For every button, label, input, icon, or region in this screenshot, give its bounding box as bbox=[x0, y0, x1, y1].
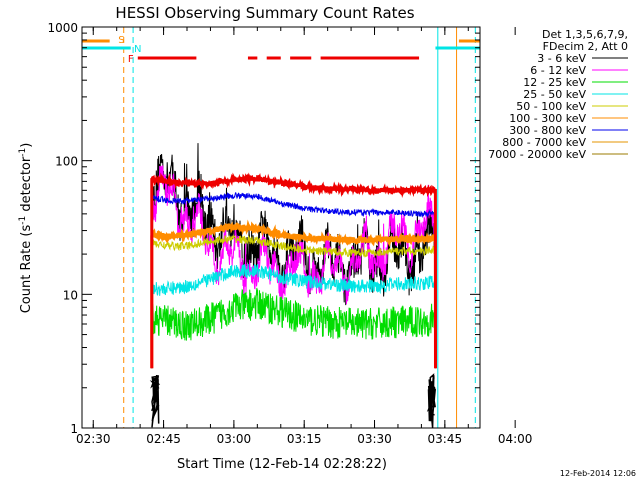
plot-frame bbox=[81, 26, 481, 429]
chart-title: HESSI Observing Summary Count Rates bbox=[115, 4, 414, 22]
flare-flag-label: F bbox=[128, 54, 134, 65]
x-axis-label: Start Time (12-Feb-14 02:28:22) bbox=[177, 457, 387, 472]
legend-label: 12 - 25 keV bbox=[523, 76, 586, 89]
saa-flag-label: S bbox=[118, 35, 124, 46]
legend-label: 25 - 50 keV bbox=[523, 88, 586, 101]
y-axis-label: Count Rate (s-1 detector-1) bbox=[18, 143, 34, 314]
series-line-6 bbox=[151, 191, 436, 369]
axes-layer: 02:30 02:45 03:00 03:15 03:30 03:45 04:00 1 10 10… bbox=[47, 21, 532, 446]
series-line-4 bbox=[151, 234, 436, 369]
series-line-9 bbox=[150, 172, 437, 369]
legend-label: 3 - 6 keV bbox=[537, 52, 586, 65]
edge-noise bbox=[149, 374, 161, 428]
x-tick-label: 02:45 bbox=[146, 432, 181, 446]
legend-header-2: FDecim 2, Att 0 bbox=[543, 40, 628, 53]
night-flag-label: N bbox=[134, 44, 141, 55]
x-tick-label: 03:00 bbox=[217, 432, 252, 446]
legend-label: 300 - 800 keV bbox=[509, 124, 586, 137]
x-tick-label: 03:45 bbox=[428, 432, 463, 446]
y-tick-label: 1 bbox=[70, 422, 78, 436]
flag-layer: SNF bbox=[82, 27, 480, 428]
y-tick-label: 1000 bbox=[47, 21, 78, 35]
legend-header-1: Det 1,3,5,6,7,9, bbox=[542, 28, 628, 41]
x-tick-label: 02:30 bbox=[76, 432, 111, 446]
series-line-5 bbox=[150, 219, 437, 369]
x-tick-label: 03:15 bbox=[287, 432, 322, 446]
series-line-1 bbox=[151, 165, 436, 369]
legend-label: 800 - 7000 keV bbox=[502, 136, 586, 149]
legend-label: 7000 - 20000 keV bbox=[488, 148, 586, 161]
edge-noise bbox=[426, 373, 437, 428]
legend-label: 6 - 12 keV bbox=[530, 64, 586, 77]
x-tick-label: 03:30 bbox=[357, 432, 392, 446]
series-line-3 bbox=[151, 263, 436, 369]
series-line-2 bbox=[151, 287, 436, 369]
x-tick-label: 04:00 bbox=[498, 432, 533, 446]
y-tick-label: 10 bbox=[63, 288, 78, 302]
plot-content bbox=[149, 143, 437, 428]
legend: Det 1,3,5,6,7,9, FDecim 2, Att 0 3 - 6 k… bbox=[488, 28, 628, 161]
series-line-0 bbox=[151, 143, 436, 369]
legend-label: 50 - 100 keV bbox=[516, 100, 586, 113]
footer-date: 12-Feb-2014 12:06 bbox=[560, 469, 636, 478]
y-tick-label: 100 bbox=[55, 155, 78, 169]
legend-label: 100 - 300 keV bbox=[509, 112, 586, 125]
